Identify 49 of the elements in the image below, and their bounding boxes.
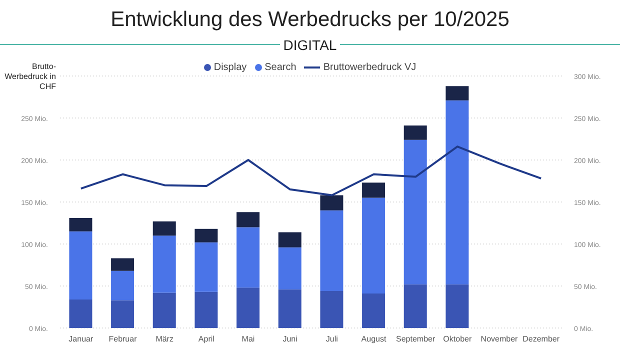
x-tick-label: Oktober <box>443 334 472 344</box>
x-tick-label: März <box>156 334 174 344</box>
bar <box>362 198 386 294</box>
bar <box>194 292 218 328</box>
bar <box>278 289 302 328</box>
bar <box>446 86 469 100</box>
bar <box>404 140 427 284</box>
x-tick-label: Februar <box>108 334 138 344</box>
chart-title: Entwicklung des Werbedrucks per 10/2025 <box>110 8 510 32</box>
x-tick-label: April <box>198 334 215 344</box>
bar <box>278 247 302 290</box>
bar <box>236 288 260 328</box>
bar <box>404 284 427 328</box>
line-series <box>80 146 542 196</box>
bar <box>446 284 469 328</box>
chart-subtitle: DIGITAL <box>282 37 338 53</box>
bar <box>362 182 386 198</box>
bar <box>111 270 134 300</box>
bar <box>320 210 344 292</box>
legend-label: Display <box>214 62 247 73</box>
bar <box>404 126 427 140</box>
legend-label: Search <box>264 62 296 73</box>
x-tick-label: Januar <box>68 334 94 344</box>
legend-label: Bruttowerbedruck VJ <box>323 62 416 73</box>
bar <box>152 221 176 236</box>
y-axis-title: Brutto-Werbedruck in CHF <box>4 62 56 92</box>
x-tick-label: August <box>361 334 387 344</box>
bar <box>236 227 260 288</box>
x-tick-label: Juni <box>282 334 298 344</box>
bar <box>111 300 134 328</box>
x-tick-label: Juli <box>326 334 338 344</box>
bar <box>320 195 344 210</box>
bar <box>69 299 92 328</box>
bar <box>69 231 92 300</box>
x-tick-label: September <box>396 334 436 344</box>
bar <box>362 294 386 328</box>
x-tick-label: November <box>480 334 518 344</box>
bar <box>278 232 302 248</box>
x-tick-label: Dezember <box>522 334 560 344</box>
bar <box>69 218 92 232</box>
bar <box>446 100 469 284</box>
x-tick-label: Mai <box>242 334 255 344</box>
bar <box>111 258 134 271</box>
bar <box>236 212 260 228</box>
bar <box>194 228 218 242</box>
bar <box>152 236 176 293</box>
bar <box>152 292 176 328</box>
bar <box>194 242 218 292</box>
bar <box>320 291 344 328</box>
